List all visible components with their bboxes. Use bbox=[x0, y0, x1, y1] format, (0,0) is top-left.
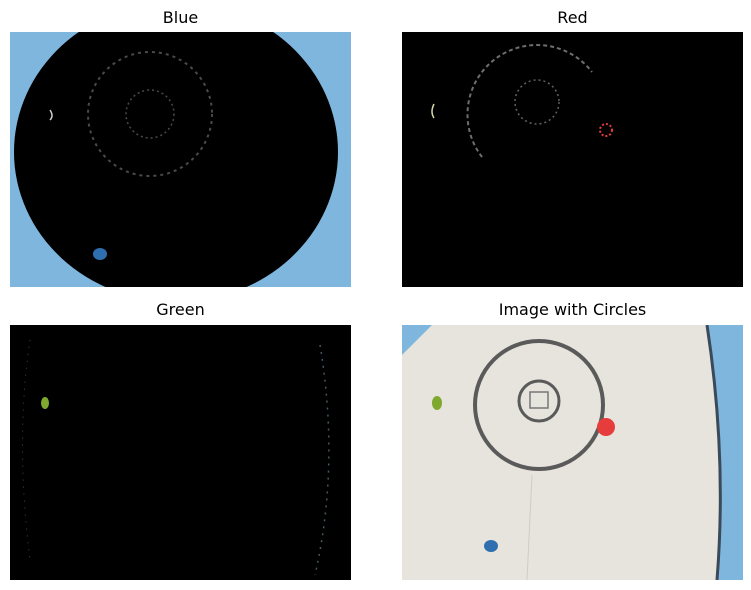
panel-title: Image with Circles bbox=[498, 300, 647, 319]
panel-title: Green bbox=[156, 300, 205, 319]
blue-mask-image bbox=[10, 32, 351, 287]
panel-title: Blue bbox=[162, 8, 199, 27]
green-mask-image bbox=[10, 325, 351, 580]
red-mask-image bbox=[402, 32, 743, 287]
original-photo-image bbox=[402, 325, 743, 580]
panel-title: Red bbox=[557, 8, 588, 27]
